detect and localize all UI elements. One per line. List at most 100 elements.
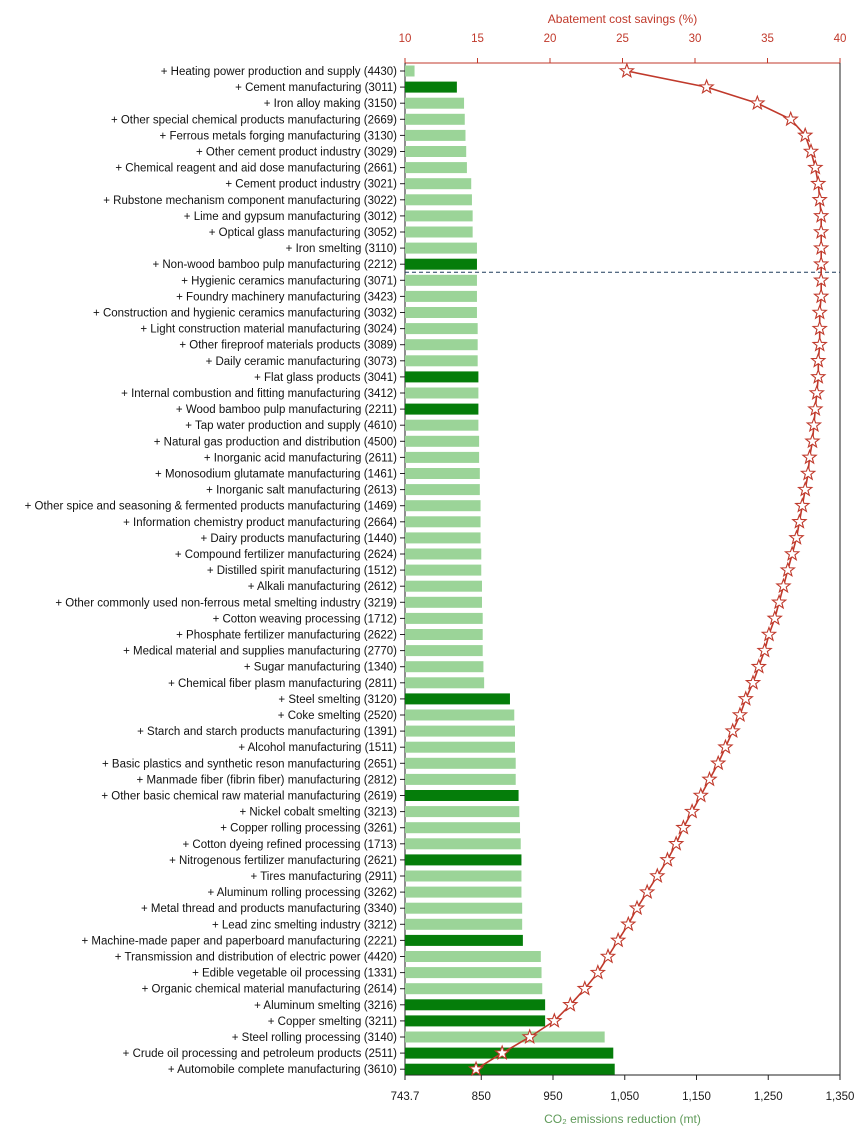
top-tick-label: 25 — [616, 33, 629, 45]
savings-star-marker — [493, 1044, 511, 1061]
savings-star-marker — [797, 480, 814, 497]
category-label: + Aluminum smelting (3216) — [254, 1000, 397, 1012]
bottom-axis-title: CO₂ emissions reduction (mt) — [544, 1112, 701, 1126]
savings-star-marker — [801, 448, 818, 465]
savings-star-marker — [760, 625, 778, 642]
bottom-tick-label: 950 — [543, 1091, 562, 1103]
bar — [405, 113, 465, 125]
bar — [405, 1015, 546, 1027]
savings-star-marker — [812, 239, 830, 256]
bar — [405, 548, 482, 560]
bar — [405, 838, 521, 850]
bar — [405, 81, 457, 93]
savings-star-marker — [609, 931, 627, 948]
bar — [405, 419, 479, 431]
category-label: + Other cement product industry (3029) — [196, 147, 397, 159]
category-label: + Steel smelting (3120) — [278, 694, 397, 706]
category-label: + Machine-made paper and paperboard manu… — [82, 935, 398, 947]
savings-star-marker — [766, 609, 783, 626]
bar — [405, 146, 467, 157]
category-label: + Cotton weaving processing (1712) — [213, 613, 398, 625]
bar — [405, 307, 477, 318]
category-label: + Heating power production and supply (4… — [161, 66, 397, 78]
savings-star-marker — [620, 915, 637, 932]
savings-star-marker — [810, 352, 827, 368]
bar — [405, 934, 523, 946]
bar — [405, 902, 523, 914]
savings-star-marker — [794, 497, 811, 513]
bar — [405, 918, 523, 930]
savings-star-marker — [737, 690, 754, 706]
category-label: + Tap water production and supply (4610) — [185, 420, 397, 432]
bar — [405, 612, 483, 624]
savings-star-marker — [467, 1060, 485, 1077]
category-label: + Nickel cobalt smelting (3213) — [239, 807, 397, 819]
category-label: + Flat glass products (3041) — [254, 372, 397, 384]
bottom-tick-label: 743.7 — [391, 1091, 420, 1103]
savings-star-marker — [756, 641, 773, 658]
category-label: + Construction and hygienic ceramics man… — [93, 308, 397, 320]
savings-star-marker — [802, 142, 820, 159]
savings-star-marker — [731, 706, 749, 722]
savings-star-marker — [618, 62, 636, 78]
category-labels: + Heating power production and supply (4… — [25, 66, 405, 1076]
category-label: + Distilled spirit manufacturing (1512) — [207, 565, 397, 577]
bar — [405, 1031, 605, 1043]
top-tick-label: 20 — [544, 33, 557, 45]
category-label: + Information chemistry product manufact… — [123, 517, 397, 529]
bar — [405, 258, 477, 270]
savings-star-marker — [783, 545, 801, 561]
category-label: + Dairy products manufacturing (1440) — [200, 533, 397, 545]
savings-line — [475, 70, 822, 1070]
bar — [405, 532, 481, 544]
bar — [405, 162, 467, 174]
savings-star-marker — [782, 110, 799, 127]
top-tick-label: 35 — [761, 33, 774, 45]
category-label: + Daily ceramic manufacturing (3073) — [206, 356, 398, 368]
bar — [405, 983, 543, 995]
category-label: + Manmade fiber (fibrin fiber) manufactu… — [137, 774, 398, 786]
bar — [405, 242, 477, 254]
bar — [405, 387, 479, 399]
category-label: + Basic plastics and synthetic reson man… — [102, 758, 397, 770]
bar — [405, 854, 522, 866]
savings-star-marker — [749, 94, 766, 111]
category-label: + Transmission and distribution of elect… — [115, 952, 397, 964]
category-label: + Light construction material manufactur… — [140, 324, 397, 336]
savings-star-marker — [812, 271, 830, 288]
category-label: + Other basic chemical raw material manu… — [101, 791, 397, 803]
savings-star-marker — [797, 126, 814, 143]
category-label: + Other fireproof materials products (30… — [179, 340, 397, 352]
savings-star-marker — [812, 287, 830, 304]
category-label: + Metal thread and products manufacturin… — [141, 903, 397, 915]
bar — [405, 773, 516, 785]
bottom-tick-label: 1,250 — [754, 1091, 783, 1103]
savings-star-marker — [638, 883, 656, 900]
savings-star-marker — [811, 303, 828, 320]
category-label: + Wood bamboo pulp manufacturing (2211) — [176, 404, 397, 416]
bar — [405, 371, 479, 383]
bar — [405, 725, 515, 737]
bar — [405, 564, 482, 576]
savings-star-marker — [717, 738, 734, 755]
category-label: + Crude oil processing and petroleum pro… — [123, 1048, 398, 1060]
savings-star-marker — [683, 802, 701, 819]
bottom-tick-label: 1,150 — [682, 1091, 711, 1103]
bar — [405, 886, 522, 898]
bar — [405, 97, 465, 109]
category-label: + Iron alloy making (3150) — [264, 98, 397, 110]
category-label: + Non-wood bamboo pulp manufacturing (22… — [152, 259, 397, 271]
bar — [405, 226, 473, 238]
category-label: + Tires manufacturing (2911) — [251, 871, 398, 883]
bar — [405, 129, 466, 141]
bar — [405, 580, 482, 592]
savings-markers — [467, 62, 830, 1077]
category-label: + Nitrogenous fertilizer manufacturing (… — [169, 855, 397, 867]
savings-star-marker — [521, 1028, 538, 1044]
category-label: + Inorganic acid manufacturing (2611) — [204, 452, 397, 464]
savings-star-marker — [692, 786, 709, 803]
savings-star-marker — [750, 658, 767, 674]
category-label: + Chemical fiber plasm manufacturing (28… — [168, 678, 397, 690]
category-label: + Starch and starch products manufacturi… — [137, 726, 397, 738]
